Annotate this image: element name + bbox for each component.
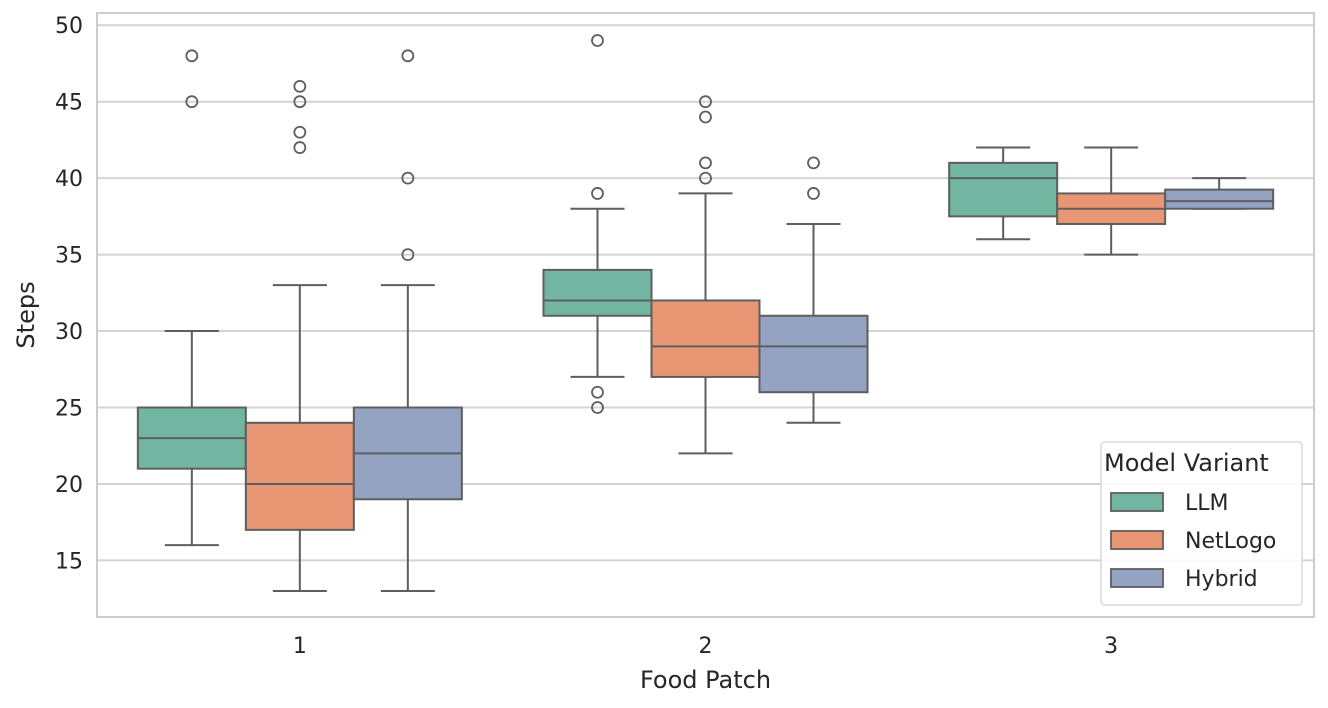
legend-swatch <box>1110 530 1164 550</box>
legend-item-hybrid: Hybrid <box>1110 567 1258 592</box>
y-tick-label: 50 <box>55 14 83 39</box>
x-axis-ticks: 1 2 3 <box>293 634 1118 659</box>
legend-swatch <box>1110 492 1164 512</box>
outlier-point <box>401 49 415 63</box>
outlier-point <box>591 401 604 414</box>
outlier-point <box>293 141 307 154</box>
legend-swatch <box>1110 568 1164 588</box>
outlier-point <box>401 171 415 185</box>
legend-items: LLM NetLogo Hybrid <box>1110 491 1276 592</box>
legend-label: Hybrid <box>1185 567 1258 592</box>
outlier-point <box>401 248 415 262</box>
outlier-point <box>699 171 712 185</box>
iqr-box <box>542 268 653 317</box>
legend: Model Variant LLM NetLogo Hybrid <box>1100 441 1303 606</box>
legend-item-netlogo: NetLogo <box>1110 529 1276 554</box>
plot-frame <box>96 12 1315 618</box>
outlier-point <box>699 156 712 170</box>
x-tick-label: 3 <box>1104 634 1118 659</box>
outlier-point <box>185 49 199 63</box>
boxes <box>136 34 1275 593</box>
box-netlogo-patch-1 <box>244 79 355 593</box>
x-tick-label: 2 <box>699 634 713 659</box>
y-axis-ticks: 15 20 25 30 35 40 45 50 <box>55 14 83 574</box>
legend-label: LLM <box>1185 491 1229 516</box>
outlier-point <box>293 125 307 139</box>
iqr-box <box>244 421 355 531</box>
box-netlogo-patch-3 <box>1056 146 1167 256</box>
y-tick-label: 35 <box>55 244 83 269</box>
y-tick-label: 25 <box>55 397 83 422</box>
iqr-box <box>650 299 761 378</box>
box-llm-patch-3 <box>948 146 1059 241</box>
legend-label: NetLogo <box>1185 529 1276 554</box>
outlier-point <box>807 156 820 170</box>
outlier-point <box>185 95 199 109</box>
box-llm-patch-1 <box>136 49 247 547</box>
outlier-point <box>293 79 307 93</box>
box-netlogo-patch-2 <box>650 95 761 455</box>
outlier-point <box>591 187 604 200</box>
box-hybrid-patch-2 <box>758 156 869 424</box>
y-tick-label: 15 <box>55 549 83 574</box>
outlier-point <box>699 110 712 124</box>
x-tick-label: 1 <box>293 634 307 659</box>
legend-background <box>1100 441 1303 606</box>
outlier-point <box>293 95 307 109</box>
iqr-box <box>1164 188 1275 210</box>
y-tick-label: 20 <box>55 473 83 498</box>
legend-item-llm: LLM <box>1110 491 1229 516</box>
y-tick-label: 30 <box>55 320 83 345</box>
y-tick-label: 40 <box>55 167 83 192</box>
box-llm-patch-2 <box>542 34 653 414</box>
outlier-point <box>699 95 712 109</box>
outlier-point <box>807 187 820 200</box>
outlier-point <box>591 34 604 47</box>
iqr-box <box>758 314 869 394</box>
box-hybrid-patch-3 <box>1164 177 1275 210</box>
box-hybrid-patch-1 <box>352 49 463 593</box>
legend-title: Model Variant <box>1104 449 1269 477</box>
y-tick-label: 45 <box>55 91 83 116</box>
iqr-box <box>948 161 1059 218</box>
x-axis-label: Food Patch <box>640 666 771 694</box>
outlier-point <box>591 385 604 399</box>
y-axis-label: Steps <box>12 281 40 348</box>
